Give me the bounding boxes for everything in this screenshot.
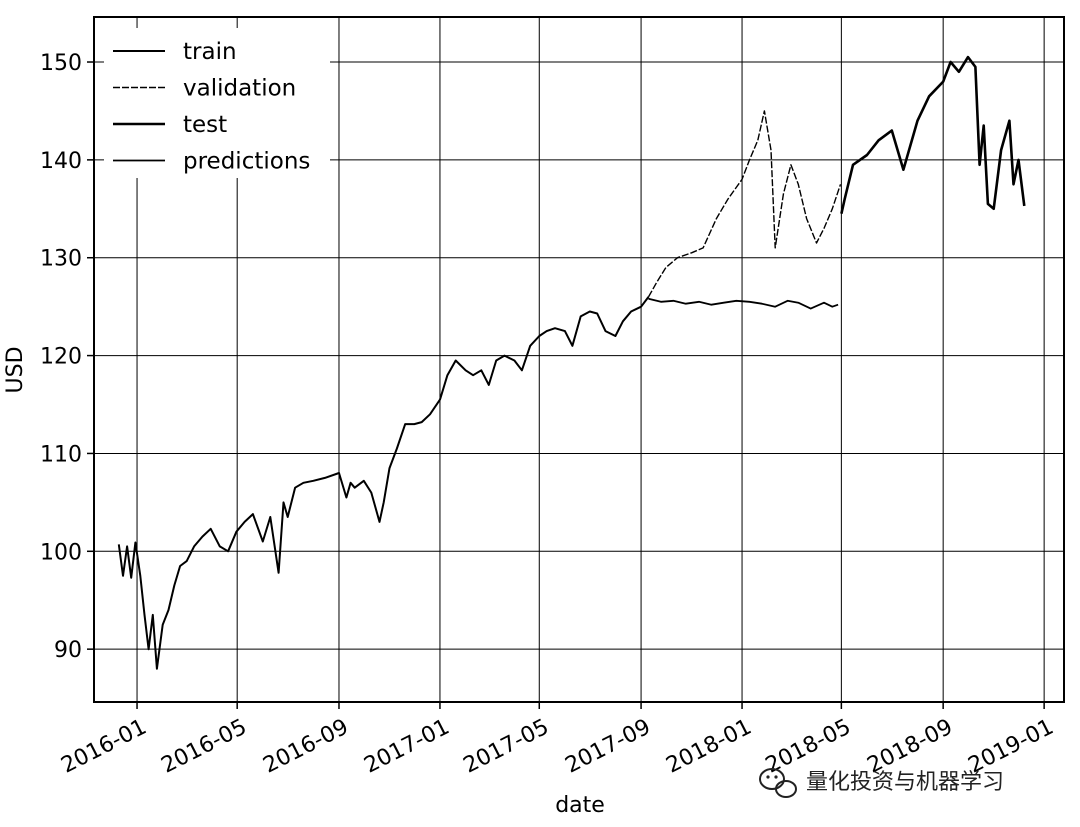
x-tick-label: 2016-09 — [259, 715, 352, 779]
legend: train validation test predictions — [104, 28, 330, 178]
legend-label-validation: validation — [183, 76, 296, 102]
legend-label-test: test — [183, 112, 227, 138]
x-tick-label: 2016-05 — [158, 715, 251, 779]
series-line-predictions — [648, 297, 839, 310]
y-tick-label: 90 — [54, 638, 82, 663]
y-tick-label: 120 — [40, 345, 82, 370]
x-axis-label: date — [555, 793, 605, 818]
tick-marks — [87, 61, 1045, 709]
legend-box — [104, 28, 330, 178]
x-tick-label: 2017-09 — [561, 715, 654, 779]
x-tick-label: 2016-01 — [57, 715, 150, 779]
y-tick-label: 130 — [40, 247, 82, 272]
plot-frame — [93, 16, 1065, 703]
legend-label-train: train — [183, 39, 237, 65]
watermark-text: 量化投资与机器学习 — [806, 770, 1004, 795]
x-tick-label: 2017-05 — [460, 715, 553, 779]
series-layer — [117, 55, 1026, 670]
y-tick-label: 110 — [40, 442, 82, 467]
grid — [94, 17, 1064, 702]
y-tick-labels: 90 100 110 120 130 140 150 — [40, 51, 82, 663]
wechat-icon — [759, 768, 797, 798]
y-tick-label: 140 — [40, 149, 82, 174]
y-tick-label: 150 — [40, 51, 82, 76]
x-tick-label: 2018-01 — [662, 715, 755, 779]
legend-label-predictions: predictions — [183, 149, 310, 175]
y-axis-label: USD — [3, 346, 28, 393]
series-line-validation — [647, 110, 842, 298]
y-tick-label: 100 — [40, 540, 82, 565]
x-tick-label: 2017-01 — [360, 715, 453, 779]
series-line-test — [840, 55, 1026, 214]
watermark: 量化投资与机器学习 — [759, 768, 1004, 798]
series-line-train — [117, 296, 650, 670]
